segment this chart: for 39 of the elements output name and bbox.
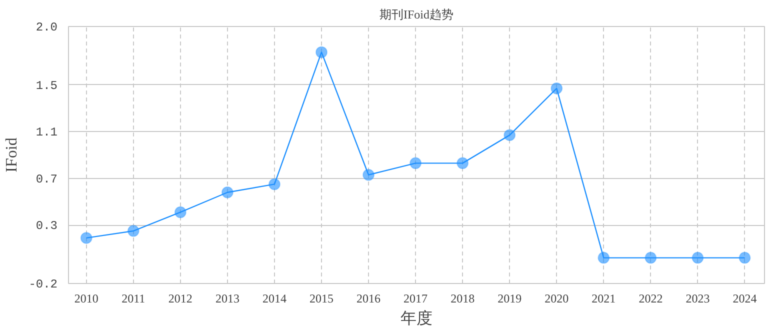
y-tick-label: 1.5: [36, 78, 58, 93]
x-tick-label: 2024: [732, 292, 757, 306]
x-tick-label: 2011: [122, 292, 146, 306]
y-tick-label: 0.3: [36, 219, 58, 234]
x-tick-label: 2016: [356, 292, 381, 306]
y-tick-label: 2.0: [36, 20, 58, 34]
x-tick-label: 2014: [262, 292, 286, 306]
point: [127, 224, 140, 237]
point: [644, 252, 657, 264]
y-axis-title: IFoid: [4, 138, 21, 172]
point: [550, 82, 563, 94]
point: [504, 129, 516, 142]
point: [692, 252, 704, 264]
x-tick-label: 2015: [310, 292, 334, 306]
point: [410, 157, 422, 170]
x-tick-label: 2017: [404, 292, 428, 306]
point: [738, 252, 751, 264]
x-tick-label: 2023: [686, 292, 710, 306]
x-tick-label: 2022: [638, 292, 663, 306]
point: [456, 157, 469, 170]
x-tick-label: 2013: [215, 292, 240, 306]
point: [316, 46, 328, 58]
point: [268, 178, 280, 190]
x-axis-title: 年度: [400, 310, 432, 328]
point: [221, 186, 234, 198]
chart-title: 期刊IFoid趋势: [380, 8, 454, 22]
point: [80, 232, 92, 244]
y-tick-label: 1.1: [36, 126, 58, 140]
y-tick-label: 0.7: [36, 172, 58, 186]
x-tick-label: 2019: [498, 292, 522, 306]
x-tick-label: 2010: [74, 292, 98, 306]
y-tick-label: -0.2: [28, 278, 58, 292]
x-tick-label: 2018: [450, 292, 475, 306]
point: [598, 252, 610, 264]
point: [362, 168, 375, 181]
point: [174, 206, 186, 218]
x-tick-label: 2012: [168, 292, 192, 306]
x-tick-label: 2021: [592, 292, 616, 306]
x-tick-label: 2020: [544, 292, 569, 306]
